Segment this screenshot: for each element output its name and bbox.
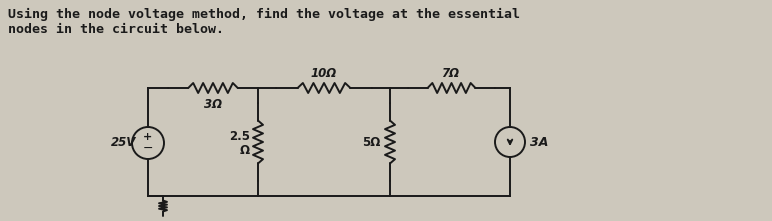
Text: 25V: 25V: [111, 137, 137, 149]
Text: 3Ω: 3Ω: [204, 98, 222, 111]
Text: Using the node voltage method, find the voltage at the essential: Using the node voltage method, find the …: [8, 8, 520, 21]
Text: 3A: 3A: [530, 135, 548, 149]
Text: nodes in the circuit below.: nodes in the circuit below.: [8, 23, 224, 36]
Text: −: −: [143, 141, 154, 154]
Text: Ω: Ω: [240, 143, 250, 156]
Text: +: +: [144, 132, 153, 142]
Text: 10Ω: 10Ω: [311, 67, 337, 80]
Text: 7Ω: 7Ω: [441, 67, 459, 80]
Text: 2.5: 2.5: [229, 130, 250, 143]
Text: 5Ω: 5Ω: [361, 135, 380, 149]
